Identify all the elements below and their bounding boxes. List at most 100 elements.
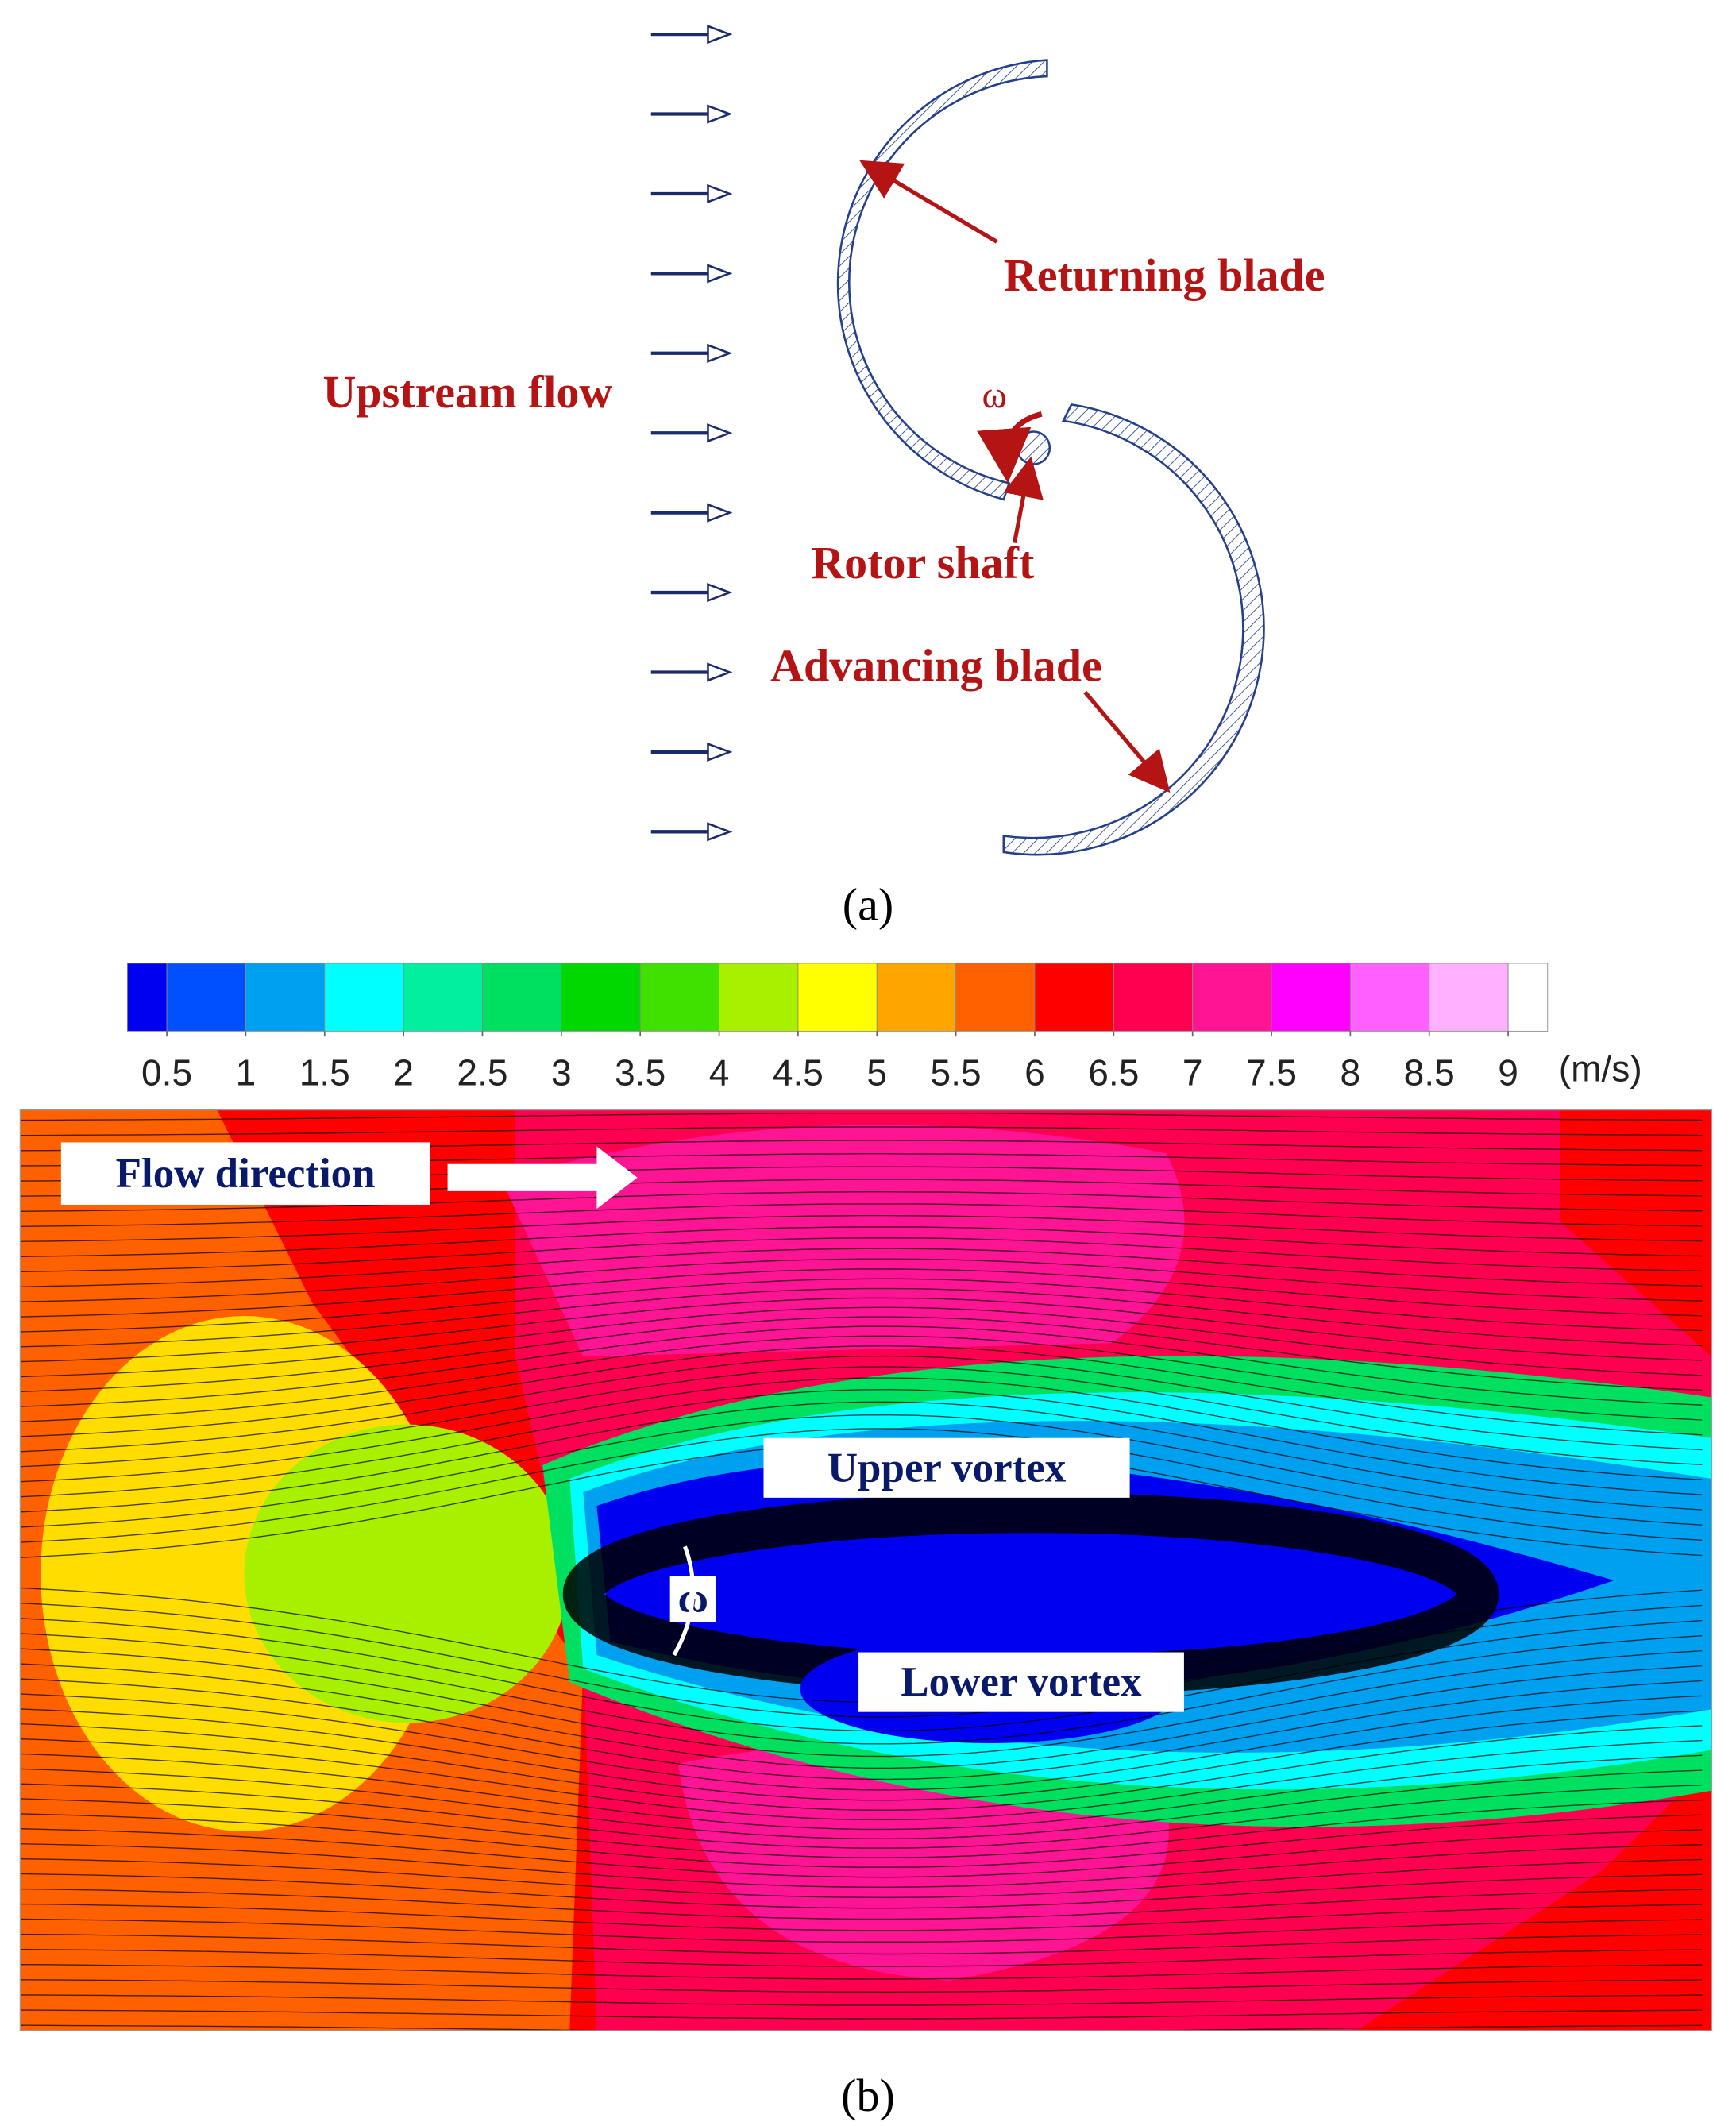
colorbar-swatch: [403, 963, 483, 1032]
streamline: [20, 1798, 1703, 1858]
colorbar-swatch: [1034, 963, 1114, 1032]
streamline: [20, 1843, 1703, 1889]
colorbar: 0.5 1 1.5 2 2.5 3 3.5 4 4.5 5 5.5 6 6.5 7 7.5 8 8.5 9: [126, 963, 1549, 1094]
streamline: [20, 1678, 1703, 1781]
streamline: [20, 1401, 1703, 1513]
arrow-head: [707, 264, 733, 284]
streamline: [20, 1663, 1703, 1769]
colorbar-tick-label: 4: [709, 1052, 730, 1094]
streamline: [20, 1278, 1703, 1333]
streamline: [20, 2009, 1703, 2020]
streamline: [20, 1948, 1703, 1967]
colorbar-swatch: [1113, 963, 1194, 1032]
streamline: [20, 1306, 1703, 1378]
streamline: [20, 1783, 1703, 1849]
pointer: [1083, 690, 1171, 793]
streamline: [20, 1248, 1703, 1287]
streamline: [20, 1768, 1703, 1840]
colorbar-swatch: [876, 963, 957, 1032]
pointer: [1003, 456, 1044, 544]
arrow-head: [707, 822, 733, 842]
colorbar-swatch: [324, 963, 404, 1032]
streamline: [20, 1633, 1703, 1745]
colorbar-tick-label: 2.5: [457, 1052, 507, 1094]
colorbar-tick-label: 8.5: [1404, 1052, 1455, 1094]
streamline: [20, 1355, 1703, 1453]
arrow-head: [707, 742, 733, 762]
streamline: [20, 1858, 1703, 1899]
colorbar-tick-label: 8: [1341, 1052, 1361, 1094]
label: Advancing blade: [770, 640, 1102, 692]
streamline: [20, 1126, 1703, 1136]
colorbar-swatch: [166, 963, 246, 1032]
streamline: [20, 1708, 1703, 1801]
colorbar-swatch: [719, 963, 799, 1032]
label: Upstream flow: [322, 366, 612, 418]
arrow-head: [707, 104, 733, 124]
streamline: [20, 1828, 1703, 1878]
pointer: [859, 160, 998, 244]
colorbar-swatch: [1507, 963, 1549, 1032]
colorbar-tick-label: 9: [1498, 1052, 1518, 1094]
colorbar-swatch: [639, 963, 719, 1032]
arrow-head: [707, 423, 733, 443]
streamline: [20, 1191, 1703, 1213]
colorbar-swatch: [1271, 963, 1351, 1032]
colorbar-tick-label: 5.5: [931, 1052, 982, 1094]
colorbar-swatch: [482, 963, 562, 1032]
colorbar-swatch: [126, 963, 168, 1032]
streamline: [20, 1918, 1703, 1943]
advancing-blade: [1002, 403, 1265, 856]
label: Lower vortex: [901, 1659, 1142, 1705]
inflow-arrows: [650, 25, 733, 842]
streamline: [20, 1226, 1703, 1258]
arrow-head: [707, 183, 733, 204]
colorbar-tick-label: 6.5: [1088, 1052, 1139, 1094]
streamline: [20, 1888, 1703, 1920]
label: Flow direction: [116, 1151, 376, 1197]
streamline: [20, 1237, 1703, 1273]
colorbar-swatch: [955, 963, 1036, 1032]
streamline: [20, 1873, 1703, 1909]
colorbar-tick-label: 4.5: [773, 1052, 824, 1094]
flow-arrow: [447, 1146, 638, 1210]
streamline: [20, 1377, 1703, 1483]
colorbar-tick-label: 1.5: [299, 1052, 350, 1094]
contour-plot: [20, 1109, 1712, 2031]
streamline: [20, 1723, 1703, 1812]
arrow-head: [707, 343, 733, 363]
plot-frame: [19, 1109, 1713, 2031]
colorbar-unit: (m/s): [1559, 1048, 1642, 1090]
colorbar-swatch: [561, 963, 641, 1032]
streamline: [20, 1414, 1703, 1528]
colorbar-tick-label: 3: [551, 1052, 572, 1094]
colorbar-tick-label: 7: [1182, 1052, 1203, 1094]
streamline: [20, 1428, 1703, 1543]
streamline: [20, 1325, 1703, 1407]
label-box: [763, 1437, 1130, 1498]
label-box: [60, 1142, 430, 1205]
label: ω: [982, 374, 1006, 416]
colorbar-swatch: [245, 963, 326, 1032]
streamline: [20, 1366, 1703, 1468]
streamline: [20, 1903, 1703, 1931]
streamline: [20, 1316, 1703, 1392]
streamline: [20, 1258, 1703, 1302]
streamline: [20, 1297, 1703, 1363]
streamline: [20, 1963, 1703, 1980]
streamline: [20, 1933, 1703, 1955]
colorbar-tick-label: 1: [236, 1052, 257, 1094]
colorbar-swatch: [1349, 963, 1430, 1032]
colorbar-tick-label: 3.5: [615, 1052, 665, 1094]
streamline: [20, 1618, 1703, 1732]
label: Rotor shaft: [811, 537, 1035, 588]
colorbar-tick-label: 6: [1024, 1052, 1045, 1094]
label-box: [858, 1652, 1184, 1712]
colorbar-swatch: [797, 963, 878, 1032]
streamline: [20, 1979, 1703, 1993]
rotation-arrow: [977, 411, 1043, 484]
colorbar-tick-label: 7.5: [1246, 1052, 1297, 1094]
streamline: [20, 1603, 1703, 1718]
